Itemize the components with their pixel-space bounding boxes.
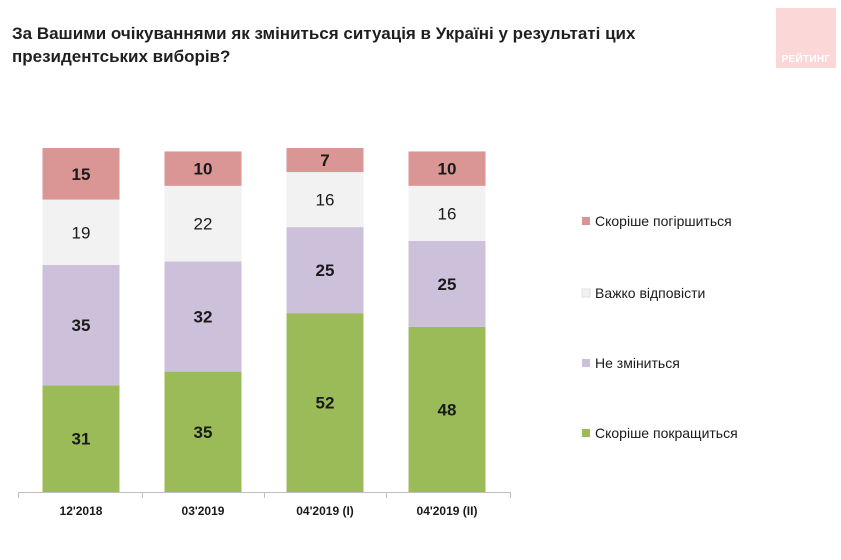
data-label-03-2019-скоріше-покращиться: 35	[194, 423, 213, 442]
data-label-04-2019-i-скоріше-погіршиться: 7	[320, 151, 329, 170]
x-tick-label-04-2019-ii: 04'2019 (II)	[417, 504, 478, 518]
bar-04-2019-i-не-зміниться	[286, 227, 364, 314]
data-label-12-2018-не-зміниться: 35	[72, 316, 91, 335]
x-axis: 12'2018 03'2019 04'2019 (I) 04'2019 (II)	[18, 492, 511, 518]
bar-03-2019-не-зміниться	[164, 261, 242, 372]
legend: Скоріше погіршиться Важко відповісти Не зм…	[581, 213, 738, 441]
legend-swatch-важко-відповісти	[581, 288, 591, 298]
bar-04-2019-i-скоріше-погіршиться	[286, 148, 364, 173]
data-label-04-2019-ii-скоріше-погіршиться: 10	[438, 160, 457, 179]
bars-layer: 31 35 19 15 35 32 22 10 52 25 16 7 48 25 16 10	[42, 148, 486, 492]
data-label-04-2019-ii-скоріше-покращиться: 48	[438, 400, 457, 419]
data-label-04-2019-i-не-зміниться: 25	[316, 261, 335, 280]
bar-12-2018-скоріше-покращиться	[42, 385, 120, 492]
data-label-04-2019-i-важко-відповісти: 16	[316, 191, 335, 210]
bar-03-2019-важко-відповісти	[164, 185, 242, 262]
data-label-04-2019-ii-важко-відповісти: 16	[438, 204, 457, 223]
bar-12-2018-скоріше-погіршиться	[42, 148, 120, 200]
legend-label-скоріше-погіршиться: Скоріше погіршиться	[595, 213, 732, 229]
x-tick-label-04-2019-i: 04'2019 (I)	[296, 504, 354, 518]
data-label-04-2019-ii-не-зміниться: 25	[438, 275, 457, 294]
data-label-12-2018-скоріше-погіршиться: 15	[72, 165, 91, 184]
x-tick-label-12-2018: 12'2018	[60, 504, 103, 518]
bar-03-2019-скоріше-погіршиться	[164, 151, 242, 186]
legend-label-скоріше-покращиться: Скоріше покращиться	[595, 425, 738, 441]
bar-04-2019-i-скоріше-покращиться	[286, 313, 364, 492]
legend-label-не-зміниться: Не зміниться	[595, 355, 680, 371]
legend-swatch-скоріше-погіршиться	[582, 217, 590, 225]
legend-swatch-скоріше-покращиться	[582, 429, 590, 437]
data-label-03-2019-скоріше-погіршиться: 10	[194, 160, 213, 179]
data-label-12-2018-скоріше-покращиться: 31	[72, 430, 91, 449]
bar-03-2019-скоріше-покращиться	[164, 371, 242, 492]
data-label-03-2019-не-зміниться: 32	[194, 308, 213, 327]
bar-04-2019-ii-не-зміниться	[408, 240, 486, 327]
bar-12-2018-важко-відповісти	[42, 199, 120, 265]
chart-title: За Вашими очікуваннями як зміниться ситу…	[12, 24, 636, 66]
data-label-12-2018-важко-відповісти: 19	[72, 223, 91, 242]
rating-logo: РЕЙТИНГ	[776, 8, 836, 68]
bar-04-2019-ii-скоріше-покращиться	[408, 326, 486, 492]
bar-04-2019-ii-скоріше-погіршиться	[408, 151, 486, 186]
data-label-03-2019-важко-відповісти: 22	[194, 215, 213, 234]
data-label-04-2019-i-скоріше-покращиться: 52	[316, 394, 335, 413]
bar-04-2019-i-важко-відповісти	[286, 172, 364, 228]
bar-12-2018-не-зміниться	[42, 264, 120, 386]
bar-04-2019-ii-важко-відповісти	[408, 185, 486, 241]
rating-logo-text: РЕЙТИНГ	[781, 54, 831, 65]
x-tick-label-03-2019: 03'2019	[182, 504, 225, 518]
legend-swatch-не-зміниться	[582, 359, 590, 367]
legend-label-важко-відповісти: Важко відповісти	[595, 285, 705, 301]
